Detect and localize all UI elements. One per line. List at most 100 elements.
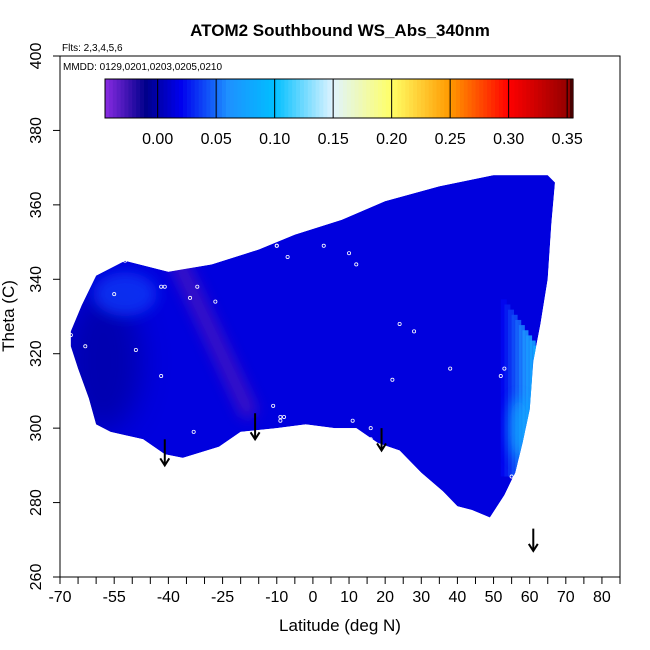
x-tick-label: 30 [412,589,430,606]
colorbar-cell [342,79,348,118]
colorbar-cell [401,79,406,118]
x-axis-label: Latitude (deg N) [279,616,401,635]
colorbar-cell [432,79,438,118]
colorbar-cell [393,79,399,118]
sample-point [123,258,128,263]
colorbar-cell [206,79,211,118]
colorbar-cell [483,79,488,118]
colorbar-cell [323,79,328,118]
colorbar-cell [128,79,133,118]
field-east-strip [504,304,511,477]
colorbar-cell [436,79,441,118]
colorbar-cell [218,79,223,118]
sample-point [285,254,290,259]
colorbar-cell [229,79,235,118]
sample-point [498,374,503,379]
colorbar-cell [518,79,523,118]
sample-point [368,437,373,442]
colorbar-cell [467,79,473,118]
colorbar-cell [514,79,519,118]
sample-point [133,347,138,352]
sample-point [195,284,200,289]
sample-point [271,236,276,241]
x-tick-label: 50 [485,589,503,606]
colorbar-cell [292,79,297,118]
colorbar-cell [463,79,469,118]
sample-point [281,414,286,419]
colorbar-cell [112,79,118,118]
colorbar-cell [495,79,500,118]
colorbar-cell [315,79,321,118]
colorbar-cell [339,79,344,118]
arrow [376,428,387,453]
colorbar-border [104,78,574,119]
colorbar-cell [257,79,262,118]
colorbar-tick-label: 0.15 [318,131,349,148]
y-tick-label: 380 [28,117,45,144]
colorbar-cell [491,79,496,118]
sample-point [347,251,352,256]
colorbar-cell [420,79,426,118]
colorbar-cell [136,79,141,118]
sample-point [412,329,417,334]
sample-point [159,284,164,289]
sample-point [191,429,196,434]
colorbar-cell [186,79,192,118]
colorbar-cell [385,79,391,118]
colorbar-cell [105,79,110,118]
colorbar-cell [428,79,434,118]
date-note: MMDD: 0129,0201,0203,0205,0210 [63,62,222,73]
colorbar-cell [502,79,508,118]
arrows [159,413,539,553]
colorbar-cell [487,79,492,118]
colorbar-cell [374,79,379,118]
colorbar-cell [261,79,266,118]
colorbar-cell [362,79,367,118]
colorbar-cell [163,79,168,118]
colorbar-cell [405,79,410,118]
colorbar-cell [417,79,422,118]
y-tick-label: 320 [28,340,45,367]
y-axis: 260 280 300 320 340 360 380 400 [28,43,60,590]
colorbar-cell [108,79,114,118]
sample-point [188,295,193,300]
colorbar-cell [471,79,477,118]
sample-point [390,377,395,382]
colorbar-tick-label: 0.05 [201,131,232,148]
y-tick-label: 340 [28,266,45,293]
sample-point [271,403,276,408]
x-tick-label: 40 [449,589,467,606]
colorbar-cell [545,79,551,118]
colorbar-cell [167,79,172,118]
colorbar-cell [366,79,371,118]
colorbar-cell [233,79,239,118]
sample-point [213,299,218,304]
arrow-head [527,543,539,553]
colorbar-tick-label: 0.00 [142,131,173,148]
field-nw-light [93,272,158,317]
colorbar-cell [303,79,309,118]
flights-note: Flts: 2,3,4,5,6 [62,43,123,54]
colorbar-cell [253,79,258,118]
colorbar-cell [171,79,176,118]
arrow [159,439,171,468]
colorbar-cell [327,79,332,118]
x-tick-label: -25 [211,589,234,606]
colorbar-cell [151,79,157,118]
colorbar-cell [537,79,543,118]
chart-title: ATOM2 Southbound WS_Abs_340nm [190,21,490,40]
sample-point [274,243,279,248]
y-axis-label: Theta (C) [0,280,18,352]
colorbar-cell [526,79,531,118]
sample-point [368,426,373,431]
colorbar: 0.00 0.05 0.10 0.15 0.20 0.25 0.30 0.35 [104,78,583,148]
colorbar-cell [147,79,153,118]
colorbar-cell [175,79,180,118]
field-east-strip [526,335,533,477]
y-tick-label: 280 [28,489,45,516]
colorbar-cell [456,79,461,118]
colorbar-tick-label: 0.35 [552,131,583,148]
arrow-head [376,442,387,453]
x-axis: -70 -55 -40 -25 -10 0 10 20 30 40 50 60 70 80 [48,577,621,606]
colorbar-cell [202,79,207,118]
